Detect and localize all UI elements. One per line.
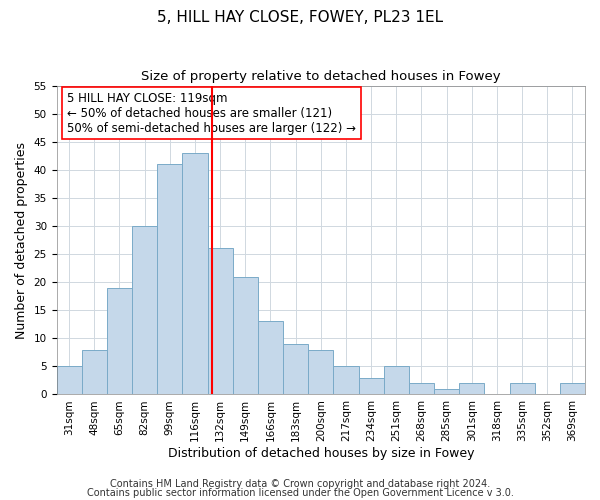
Bar [359, 378, 383, 394]
Bar [409, 383, 434, 394]
Text: Contains HM Land Registry data © Crown copyright and database right 2024.: Contains HM Land Registry data © Crown c… [110, 479, 490, 489]
Text: 5, HILL HAY CLOSE, FOWEY, PL23 1EL: 5, HILL HAY CLOSE, FOWEY, PL23 1EL [157, 10, 443, 25]
X-axis label: Distribution of detached houses by size in Fowey: Distribution of detached houses by size … [167, 447, 474, 460]
Bar [334, 366, 359, 394]
Bar [308, 350, 334, 395]
Bar [82, 350, 107, 395]
Text: 5 HILL HAY CLOSE: 119sqm
← 50% of detached houses are smaller (121)
50% of semi-: 5 HILL HAY CLOSE: 119sqm ← 50% of detach… [67, 92, 356, 134]
Bar [459, 383, 484, 394]
Bar [383, 366, 409, 394]
Bar [233, 276, 258, 394]
Bar [434, 389, 459, 394]
Bar [182, 153, 208, 394]
Bar [132, 226, 157, 394]
Bar [560, 383, 585, 394]
Bar [283, 344, 308, 395]
Bar [509, 383, 535, 394]
Bar [258, 322, 283, 394]
Text: Contains public sector information licensed under the Open Government Licence v : Contains public sector information licen… [86, 488, 514, 498]
Bar [56, 366, 82, 394]
Bar [208, 248, 233, 394]
Title: Size of property relative to detached houses in Fowey: Size of property relative to detached ho… [141, 70, 500, 83]
Bar [157, 164, 182, 394]
Y-axis label: Number of detached properties: Number of detached properties [15, 142, 28, 338]
Bar [107, 288, 132, 395]
